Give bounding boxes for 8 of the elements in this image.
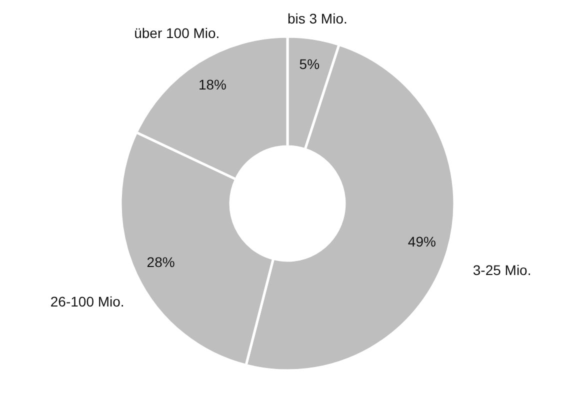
slice-label: über 100 Mio. (134, 25, 220, 42)
slice-label: 3-25 Mio. (472, 262, 532, 278)
slice-label: bis 3 Mio. (287, 10, 348, 27)
data-label: 28% (146, 254, 175, 270)
data-label: 49% (408, 234, 436, 250)
slice-label: 26-100 Mio. (50, 294, 124, 310)
data-label: 5% (299, 56, 320, 72)
data-label: 18% (198, 76, 226, 92)
